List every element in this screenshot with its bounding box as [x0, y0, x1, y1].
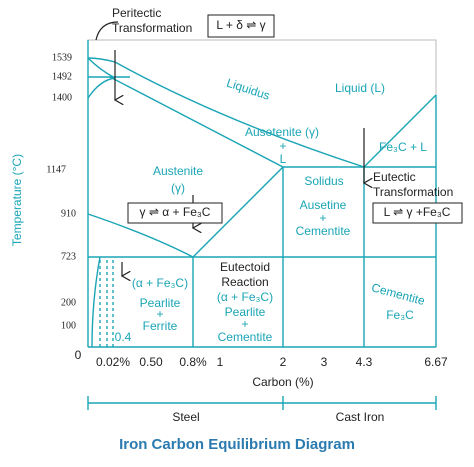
y-tick: 1492: [52, 71, 72, 82]
phase-lines: [87, 57, 437, 410]
y-tick: 1400: [52, 92, 72, 103]
label: +: [241, 317, 248, 331]
title: Iron Carbon Equilibrium Diagram: [119, 436, 355, 453]
label: Eutectoid: [220, 260, 270, 274]
x-ticks: 0.02% 0.50 0.8% 1 2 3 4.3 6.67 Carbon (%…: [96, 355, 448, 453]
x-tick: 2: [280, 355, 287, 369]
x-tick: 0.50: [139, 355, 163, 369]
y-tick: 723: [61, 251, 76, 262]
y-tick: 910: [61, 208, 76, 219]
label: Ausetine: [300, 198, 347, 212]
y-tick: 1539: [52, 52, 72, 63]
label: Pearlite: [225, 305, 266, 319]
label: Peritectic: [112, 6, 161, 20]
box-label: L ⇌ γ +Fe₃C: [384, 205, 451, 219]
x-tick: 0.8%: [179, 355, 207, 369]
label: Transformation: [373, 185, 453, 199]
y-tick: 100: [61, 320, 76, 331]
label: Ausetenite (γ): [245, 125, 319, 139]
x-tick: 4.3: [356, 355, 373, 369]
label: L: [280, 152, 287, 166]
x-tick: 6.67: [424, 355, 448, 369]
label: Eutectic: [373, 170, 416, 184]
label: Cementite: [370, 280, 427, 308]
region-labels: Peritectic Transformation Liquidus Liqui…: [112, 6, 453, 344]
label: +: [319, 211, 326, 225]
label: Austenite: [153, 164, 203, 178]
label: Fe₃C: [386, 308, 414, 322]
label: Pearlite: [140, 296, 181, 310]
y-tick: 200: [61, 297, 76, 308]
label: Liquidus: [225, 76, 272, 103]
range-label: Cast Iron: [336, 410, 385, 424]
label: +: [279, 139, 286, 153]
label: 0.4: [115, 330, 132, 344]
y-tick: 0: [75, 348, 82, 362]
label: Reaction: [221, 275, 268, 289]
label: (α + Fe₃C): [217, 290, 273, 304]
label: Cementite: [296, 224, 351, 238]
y-label: Temperature (°C): [10, 154, 24, 246]
x-tick: 3: [321, 355, 328, 369]
label: (γ): [171, 181, 185, 195]
label: (α + Fe₃C): [132, 276, 188, 290]
y-ticks: 1539 1492 1400 1147 910 723 200 100 0 Te…: [10, 52, 81, 362]
x-label: Carbon (%): [252, 375, 313, 389]
label: Transformation: [112, 21, 192, 35]
label: +: [156, 307, 163, 321]
box-label: γ ⇌ α + Fe₃C: [140, 205, 211, 219]
label: Liquid (L): [335, 81, 385, 95]
label: Ferrite: [143, 319, 178, 333]
range-label: Steel: [172, 410, 199, 424]
label: Solidus: [304, 174, 343, 188]
boxes: L + δ ⇌ γ γ ⇌ α + Fe₃C L ⇌ γ +Fe₃C: [127, 14, 463, 224]
x-tick: 0.02%: [96, 355, 130, 369]
x-tick: 1: [217, 355, 224, 369]
label: Cementite: [218, 330, 273, 344]
label: Fe₃C + L: [379, 140, 427, 154]
y-tick: 1147: [46, 164, 66, 175]
box-label: L + δ ⇌ γ: [216, 18, 265, 32]
